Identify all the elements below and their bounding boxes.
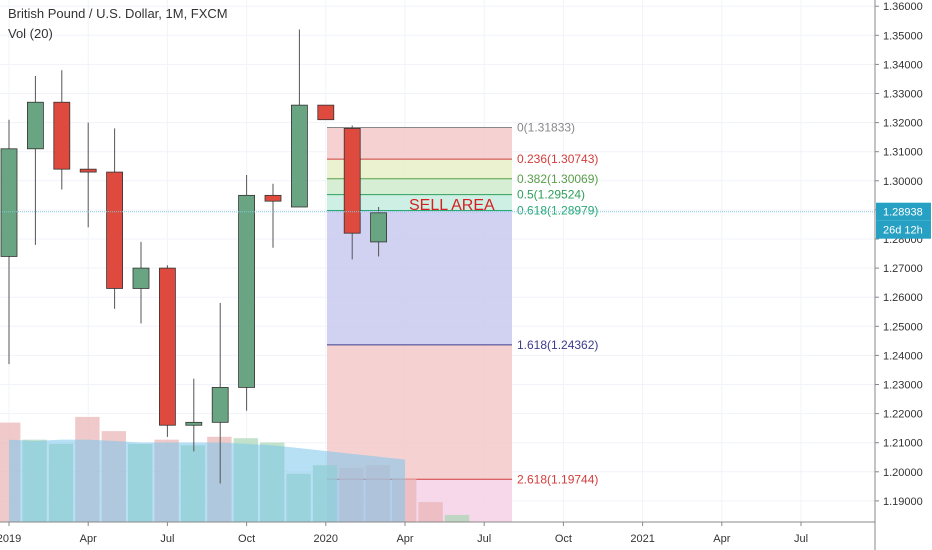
price-tick-label: 1.19000 [883,496,923,508]
fib-level-label: 0.5(1.29524) [517,188,585,202]
candle-body [238,194,256,388]
candle-body [132,267,150,289]
candle-body [53,101,71,170]
price-tick-label: 1.27000 [883,263,923,275]
fib-zone [327,178,512,195]
fib-level-label: 2.618(1.19744) [517,472,598,486]
current-price-badge [876,202,931,221]
time-tick-label: Apr [713,533,730,545]
candle-body [317,104,335,121]
time-tick-label: Oct [555,533,572,545]
fib-zone [327,194,512,211]
volume-indicator-label[interactable]: Vol (20) [8,26,53,41]
volume-bar [418,502,443,522]
fib-level-label: 0(1.31833) [517,120,575,134]
price-tick-label: 1.35000 [883,30,923,42]
price-tick-label: 1.34000 [883,59,923,71]
candle-body [158,267,176,426]
time-tick-label: Apr [396,533,413,545]
price-tick-label: 1.25000 [883,321,923,333]
symbol-title[interactable]: British Pound / U.S. Dollar, 1M, FXCM [8,6,228,21]
price-tick-label: 1.23000 [883,380,923,392]
price-tick-label: 1.33000 [883,89,923,101]
price-tick-label: 1.21000 [883,438,923,450]
price-tick-label: 1.31000 [883,147,923,159]
candle-body [264,194,282,202]
fib-level-label: 0.236(1.30743) [517,152,598,166]
price-tick-label: 1.22000 [883,409,923,421]
candle-body [343,128,361,234]
candle-body [26,101,44,150]
time-tick-label: Oct [238,533,255,545]
sell-area-annotation: SELL AREA [409,197,495,214]
candle-body [79,168,97,173]
time-tick-label: 2021 [630,533,654,545]
price-tick-label: 1.26000 [883,292,923,304]
countdown-badge [876,220,931,239]
time-tick-label: 2020 [314,533,338,545]
countdown-label: 26d 12h [883,225,923,237]
time-tick-label: Jul [160,533,174,545]
candle-body [290,104,308,208]
price-tick-label: 1.36000 [883,1,923,13]
time-tick-label: Jul [794,533,808,545]
time-tick-label: 2019 [0,533,21,545]
price-tick-label: 1.32000 [883,118,923,130]
volume-bar [444,514,470,522]
price-tick-label: 1.24000 [883,350,923,362]
candle-body [185,421,203,426]
price-tick-label: 1.30000 [883,176,923,188]
candle-body [106,171,123,289]
candle-body [211,387,229,423]
fib-level-label: 0.382(1.30069) [517,172,598,186]
fib-zone [327,159,512,179]
candle-body [0,148,18,257]
candle-body [370,212,388,243]
volume-bars [0,416,470,522]
fib-level-label: 0.618(1.28979) [517,204,598,218]
current-price-label: 1.28938 [883,207,923,219]
time-tick-label: Jul [477,533,491,545]
candles [0,29,388,484]
price-axis-bg [875,0,932,550]
time-tick-label: Apr [80,533,97,545]
fib-level-label: 1.618(1.24362) [517,338,598,352]
volume-ma-area [9,439,405,522]
price-tick-label: 1.20000 [883,467,923,479]
